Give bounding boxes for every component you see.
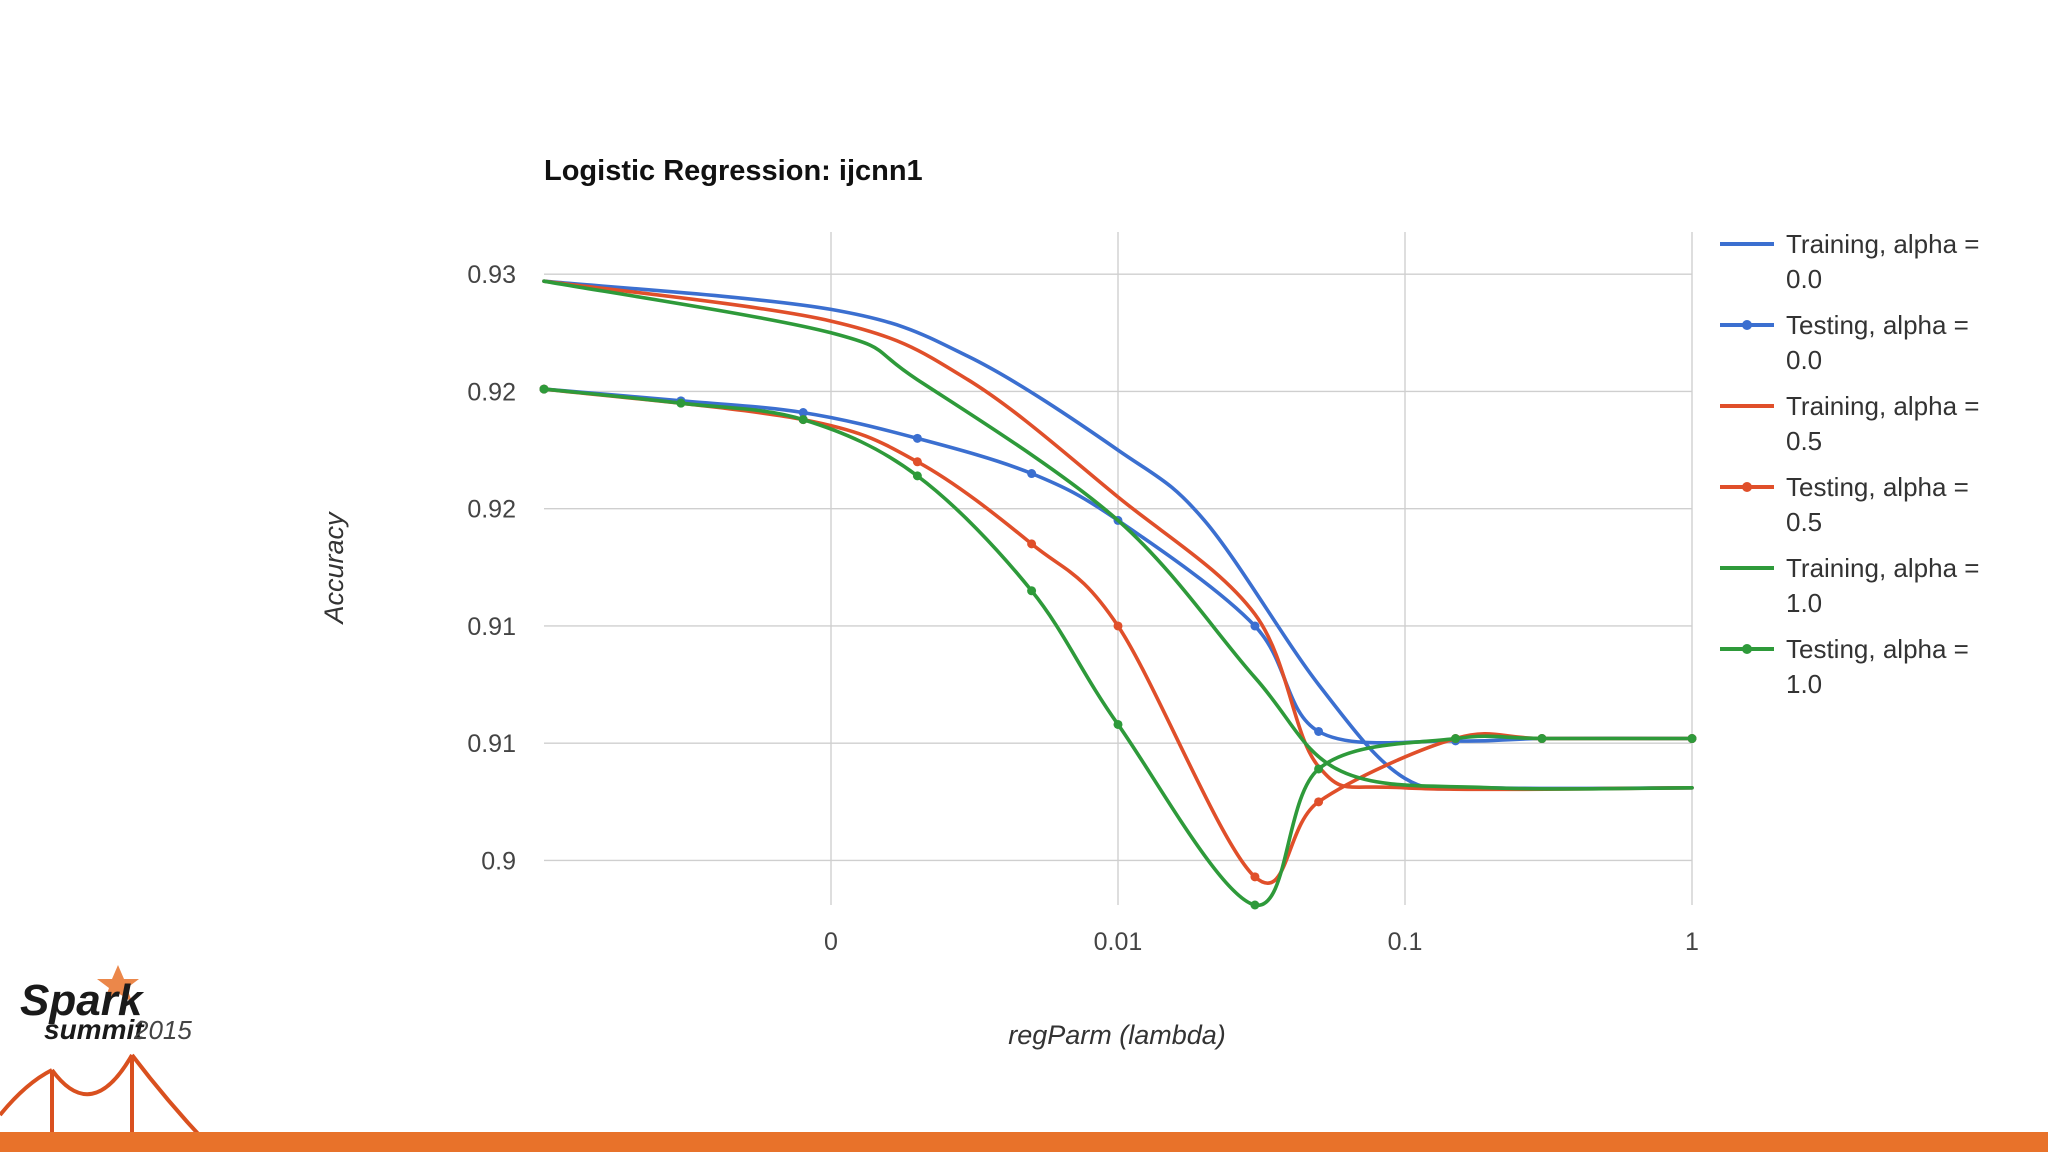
x-tick-label: 0.1 bbox=[1388, 928, 1423, 956]
data-point bbox=[1314, 764, 1324, 774]
data-point bbox=[798, 415, 808, 425]
y-tick-label: 0.91 bbox=[467, 730, 516, 758]
data-point bbox=[676, 398, 686, 408]
data-point bbox=[1250, 872, 1260, 882]
legend-item: Testing, alpha = 1.0 bbox=[1720, 634, 1969, 699]
data-point bbox=[1314, 797, 1324, 807]
series-line bbox=[542, 279, 1694, 791]
y-tick-label: 0.92 bbox=[467, 496, 516, 524]
legend-marker bbox=[1742, 482, 1752, 492]
legend: Training, alpha = 0.0 Testing, alpha = 0.0 T… bbox=[1720, 229, 1979, 699]
legend-label: Testing, alpha = 0.5 bbox=[1786, 472, 1969, 537]
series-lines bbox=[539, 279, 1697, 910]
series-6 bbox=[539, 384, 1697, 910]
legend-marker bbox=[1742, 320, 1752, 330]
y-tick-label: 0.92 bbox=[467, 378, 516, 406]
data-point bbox=[1687, 734, 1697, 744]
data-point bbox=[539, 384, 549, 394]
gridlines bbox=[544, 232, 1693, 905]
footer-bar bbox=[0, 1132, 2048, 1152]
data-point bbox=[1314, 726, 1324, 736]
data-point bbox=[912, 433, 922, 443]
logo-event: summit bbox=[44, 1014, 145, 1045]
x-tick-label: 0.01 bbox=[1094, 928, 1143, 956]
legend-item: Testing, alpha = 0.5 bbox=[1720, 472, 1969, 537]
data-point bbox=[798, 408, 808, 418]
data-point bbox=[912, 471, 922, 481]
legend-label: Training, alpha = 0.5 bbox=[1786, 391, 1979, 456]
data-point bbox=[1027, 539, 1037, 549]
chart-title: Logistic Regression: ijcnn1 bbox=[544, 155, 923, 187]
y-axis-label: Accuracy bbox=[319, 511, 349, 626]
series-line bbox=[542, 387, 1694, 907]
logo-year: 2015 bbox=[133, 1015, 192, 1045]
legend-label: Testing, alpha = 0.0 bbox=[1786, 310, 1969, 375]
legend-label: Testing, alpha = 1.0 bbox=[1786, 634, 1969, 699]
x-axis-label: regParm (lambda) bbox=[1008, 1020, 1226, 1050]
series-5 bbox=[542, 279, 1694, 791]
x-axis-ticks: 0 0.01 0.1 1 bbox=[824, 928, 1699, 956]
series-line bbox=[542, 279, 1694, 792]
logo-brand: Spark bbox=[20, 976, 145, 1025]
y-axis-ticks: 0.9 0.91 0.91 0.92 0.92 0.93 bbox=[467, 261, 516, 875]
x-tick-label: 1 bbox=[1685, 928, 1699, 956]
data-point bbox=[1113, 719, 1123, 729]
data-point bbox=[1250, 621, 1260, 631]
legend-item: Training, alpha = 0.5 bbox=[1720, 391, 1979, 456]
data-point bbox=[1027, 586, 1037, 596]
data-point bbox=[1027, 469, 1037, 479]
data-point bbox=[1113, 621, 1123, 631]
legend-label: Training, alpha = 1.0 bbox=[1786, 553, 1979, 618]
data-point bbox=[912, 457, 922, 467]
data-point bbox=[1250, 900, 1260, 910]
y-tick-label: 0.9 bbox=[481, 847, 516, 875]
data-point bbox=[1451, 734, 1461, 744]
spark-summit-logo: Spark summit 2015 bbox=[0, 965, 240, 1152]
series-line bbox=[542, 387, 1694, 745]
series-3 bbox=[542, 279, 1694, 792]
y-tick-label: 0.91 bbox=[467, 613, 516, 641]
legend-marker bbox=[1742, 644, 1752, 654]
legend-label: Training, alpha = 0.0 bbox=[1786, 229, 1979, 294]
data-point bbox=[1537, 734, 1547, 744]
series-line bbox=[542, 387, 1694, 885]
legend-item: Testing, alpha = 0.0 bbox=[1720, 310, 1969, 375]
star-icon bbox=[97, 965, 139, 1002]
y-tick-label: 0.93 bbox=[467, 261, 516, 289]
x-tick-label: 0 bbox=[824, 928, 838, 956]
legend-item: Training, alpha = 1.0 bbox=[1720, 553, 1979, 618]
legend-item: Training, alpha = 0.0 bbox=[1720, 229, 1979, 294]
